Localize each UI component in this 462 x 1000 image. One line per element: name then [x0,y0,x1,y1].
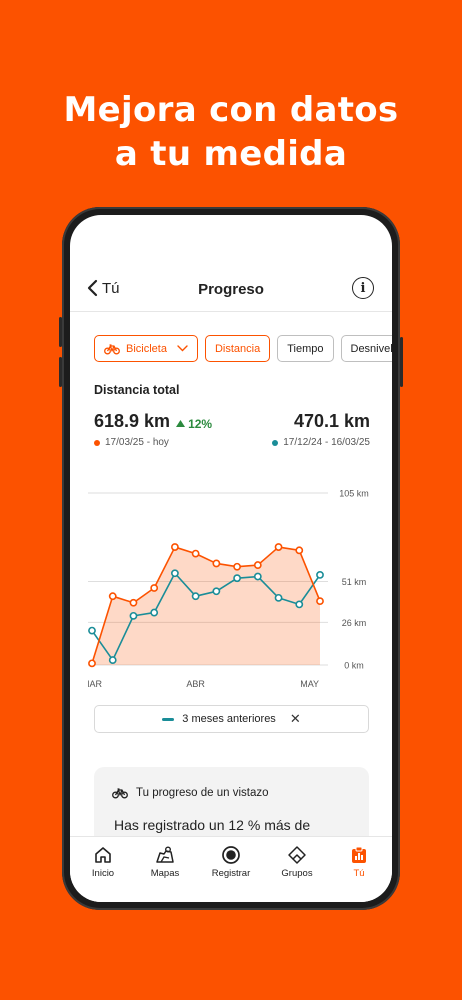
groups-icon [288,846,306,864]
nav-divider [70,311,392,312]
tab-label: Mapas [150,868,180,879]
back-label: Tú [102,279,120,297]
change-value: 12% [188,416,213,431]
compare-label: 3 meses anteriores [182,713,276,725]
tab-label: Tú [353,868,365,879]
bike-icon [104,343,120,354]
current-data-point [316,597,324,606]
x-tick-label: ABR [186,679,205,689]
tab-label: Grupos [281,868,313,879]
phone-volume-button [59,357,62,387]
current-metric: 618.9 km 12% [94,411,212,432]
card-body: Has registrado un 12 % más de [114,817,311,833]
previous-data-point [171,569,179,578]
previous-metric: 470.1 km [294,411,370,432]
chevron-down-icon [177,345,188,352]
card-header: Tu progreso de un vistazo [112,787,269,799]
sport-selector[interactable]: Bicicleta [94,335,198,362]
tab-label: Inicio [91,868,115,879]
compare-pill[interactable]: 3 meses anteriores ✕ [94,705,369,733]
current-range: 17/03/25 - hoy [94,437,169,448]
record-icon [222,846,240,864]
phone-power-button [400,337,403,387]
previous-data-point [253,572,262,581]
close-icon[interactable]: ✕ [289,711,301,726]
home-icon [95,847,111,863]
current-value: 618.9 km [94,411,171,431]
previous-data-point [88,626,96,635]
promo-line-1: Mejora con datos [63,90,399,130]
distance-chart[interactable]: 105 km 51 km 26 km 0 km MAR ABR MAY [88,475,378,695]
previous-data-point [316,571,324,579]
change-badge: 12% [176,417,212,431]
y-tick-label: 0 km [344,661,364,671]
y-tick-label: 26 km [342,618,367,628]
current-data-point [253,561,262,569]
previous-data-point [191,592,200,601]
promo-line-2: a tu medida [114,134,348,174]
chip-tiempo[interactable]: Tiempo [277,335,334,362]
previous-value: 470.1 km [293,411,370,431]
previous-dot-icon [272,439,279,446]
phone-frame: Tú Progreso i Bicicleta Distancia Tiempo… [59,207,403,910]
previous-range: 17/12/24 - 16/03/25 [272,437,370,448]
current-data-point [191,549,200,558]
app-screen: Tú Progreso i Bicicleta Distancia Tiempo… [70,215,392,902]
section-title: Distancia total [94,383,180,397]
current-data-point [171,543,179,551]
tab-registrar[interactable]: Registrar [201,845,261,879]
previous-data-point [212,587,221,596]
back-button[interactable]: Tú [86,279,120,297]
current-data-point [108,592,117,601]
y-tick-label: 51 km [342,577,367,587]
previous-data-point [274,593,283,602]
previous-data-point [233,574,241,583]
current-data-point [150,584,159,592]
previous-line-icon [162,717,175,721]
bike-icon [112,788,128,799]
tab-inicio[interactable]: Inicio [73,845,133,879]
info-icon[interactable]: i [352,277,374,299]
chip-desnivel[interactable]: Desnivel [340,335,392,362]
tab-bar: Inicio Mapas Registrar [70,836,392,902]
current-data-point [274,543,283,551]
y-tick-label: 105 km [339,489,369,499]
chevron-left-icon [87,279,98,297]
triangle-up-icon [176,420,186,427]
tab-label: Registrar [211,868,251,879]
current-data-point [129,598,138,607]
previous-data-point [108,656,117,664]
previous-range-text: 17/12/24 - 16/03/25 [283,437,370,448]
current-data-point [88,659,96,668]
current-series-area [92,547,320,665]
x-tick-label: MAR [88,679,103,689]
current-data-point [295,546,304,555]
previous-data-point [295,600,304,609]
promo-headline: Mejora con datos a tu medida [0,88,462,176]
progress-chart-icon [352,846,366,863]
page-title: Progreso [198,281,264,298]
current-data-point [233,562,241,571]
chip-distancia[interactable]: Distancia [204,335,271,362]
map-icon [156,846,174,863]
x-tick-label: MAY [300,679,319,689]
sport-label: Bicicleta [126,342,167,355]
tab-mapas[interactable]: Mapas [135,845,195,879]
current-range-text: 17/03/25 - hoy [105,437,169,448]
nav-bar: Tú Progreso i [70,275,392,309]
card-title: Tu progreso de un vistazo [136,787,269,799]
current-dot-icon [94,439,100,446]
tab-tu[interactable]: Tú [329,845,389,879]
previous-data-point [129,611,138,620]
filter-chips: Bicicleta Distancia Tiempo Desnivel [94,335,392,362]
tab-grupos[interactable]: Grupos [267,845,327,879]
current-data-point [212,559,221,568]
previous-data-point [150,608,159,617]
phone-volume-button [59,317,62,347]
